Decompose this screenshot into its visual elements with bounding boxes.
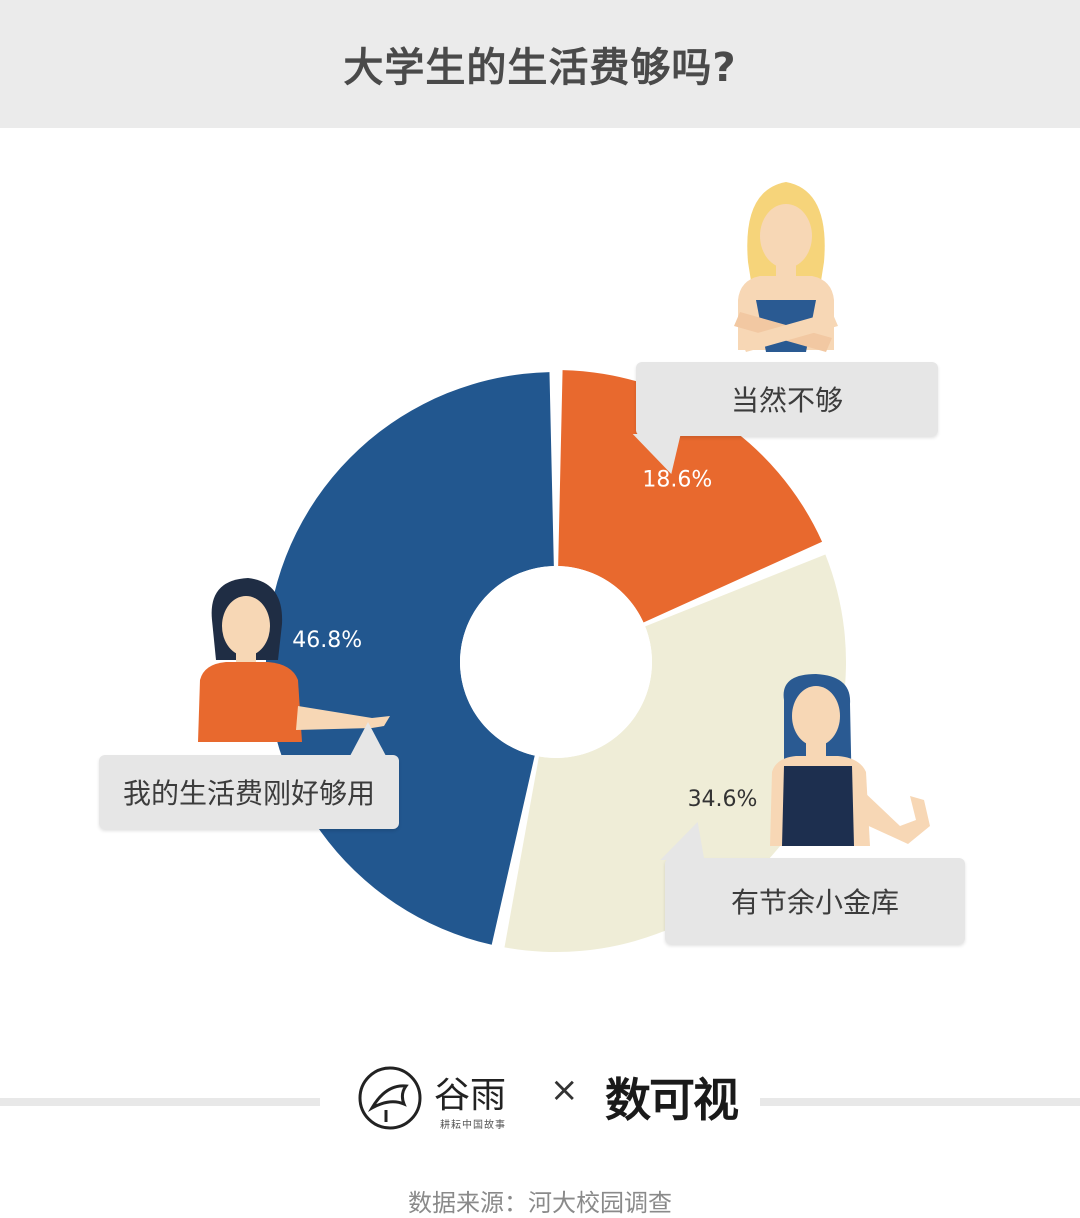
collab-cross: × <box>550 1070 579 1110</box>
footer-divider-right <box>760 1098 1080 1106</box>
value-label-1: 34.6% <box>688 787 758 812</box>
callout-has-savings: 有节余小金库 <box>665 858 965 944</box>
value-label-2: 46.8% <box>292 628 362 653</box>
value-label-0: 18.6% <box>642 468 712 493</box>
guyu-logo: 谷雨 耕耘中国故事 <box>356 1064 526 1134</box>
callout-not-enough-label: 当然不够 <box>730 384 843 417</box>
slice-0 <box>558 370 823 623</box>
page-title: 大学生的生活费够吗? <box>343 45 737 91</box>
slice-1 <box>504 554 846 952</box>
woman-thumbs-up-illustration <box>770 674 930 846</box>
callout-just-enough: 我的生活费刚好够用 <box>99 755 399 829</box>
woman-pointing-illustration <box>198 578 390 742</box>
callout-has-savings-label: 有节余小金库 <box>730 886 899 919</box>
footer-divider-left <box>0 1098 320 1106</box>
data-source: 数据来源：河大校园调查 <box>408 1189 672 1217</box>
shukeshi-logo: 数可视 <box>605 1073 739 1127</box>
callout-not-enough: 当然不够 <box>636 362 938 436</box>
callout-just-enough-tail <box>350 722 386 756</box>
donut-chart: 18.6% 34.6% 46.8% <box>198 182 930 952</box>
guyu-logo-text: 谷雨 <box>434 1075 507 1116</box>
title-bar: 大学生的生活费够吗? <box>0 0 1080 128</box>
guyu-logo-tagline: 耕耘中国故事 <box>440 1120 506 1131</box>
callout-just-enough-label: 我的生活费刚好够用 <box>122 777 375 810</box>
value-labels: 18.6% 34.6% 46.8% <box>292 468 757 812</box>
woman-crossed-arms-illustration <box>734 182 838 352</box>
donut-hole <box>460 566 652 758</box>
bird-icon <box>358 1066 422 1130</box>
